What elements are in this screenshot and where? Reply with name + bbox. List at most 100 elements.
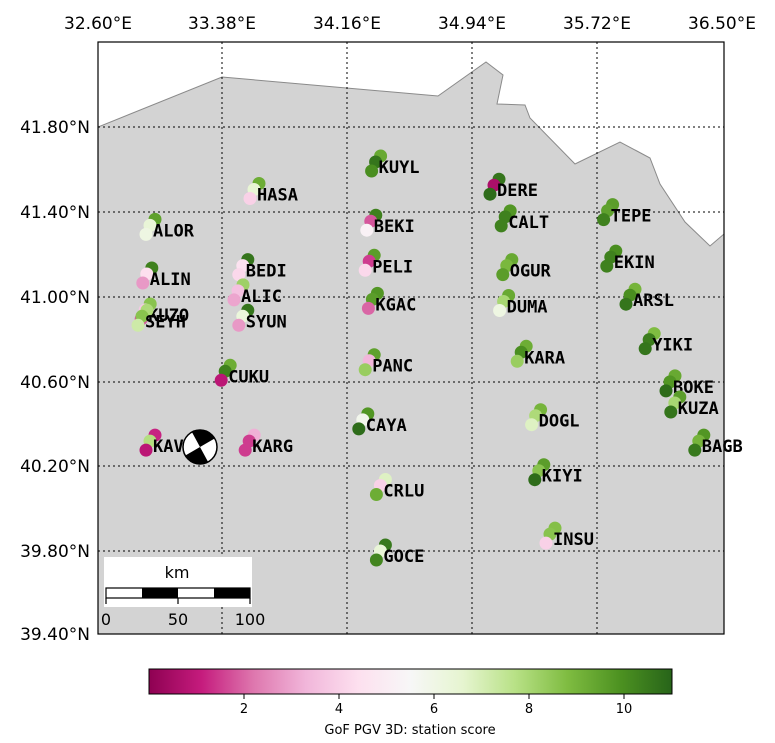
- station-score-marker: [619, 297, 633, 311]
- station-ogur: OGUR: [496, 253, 552, 282]
- station-label: CALT: [508, 213, 549, 233]
- lon-label: 36.50°E: [688, 14, 756, 34]
- station-label: CUKU: [228, 367, 269, 387]
- station-dere: DERE: [483, 172, 538, 201]
- station-score-marker: [638, 342, 652, 356]
- station-label: KGAC: [375, 295, 416, 315]
- station-score-marker: [659, 384, 673, 398]
- colorbar-gradient: [148, 668, 673, 695]
- lon-label: 35.72°E: [563, 14, 631, 34]
- station-ekin: EKIN: [600, 244, 655, 273]
- station-label: KARA: [524, 348, 565, 368]
- station-label: GOCE: [383, 547, 424, 567]
- colorbar-tick-label: 4: [335, 702, 343, 717]
- station-kuyl: KUYL: [365, 149, 420, 178]
- station-label: PELI: [372, 257, 413, 277]
- lat-label: 41.80°N: [20, 118, 90, 138]
- station-tepe: TEPE: [597, 198, 652, 227]
- station-goce: GOCE: [369, 538, 424, 567]
- gridlines: [98, 42, 724, 634]
- station-hasa: HASA: [243, 177, 298, 206]
- station-score-marker: [688, 443, 702, 457]
- station-label: BEDI: [246, 262, 287, 282]
- lat-label: 40.20°N: [20, 457, 90, 477]
- station-label: ARSL: [633, 291, 674, 311]
- station-kgac: KGAC: [361, 286, 416, 315]
- station-score-marker: [243, 192, 257, 205]
- station-caya: CAYA: [352, 407, 407, 436]
- station-label: CRLU: [383, 482, 424, 502]
- colorbar-tick-label: 10: [616, 702, 633, 717]
- station-kara: KARA: [510, 339, 565, 368]
- station-score-marker: [483, 187, 497, 201]
- station-score-marker: [600, 259, 614, 273]
- station-label: ALIN: [150, 270, 191, 290]
- map-frame: [97, 41, 725, 635]
- station-score-marker: [494, 219, 508, 233]
- station-label: DERE: [497, 181, 538, 201]
- event-beachball-icon: [182, 429, 218, 465]
- station-score-marker: [352, 422, 366, 436]
- station-crlu: CRLU: [369, 473, 424, 502]
- station-score-marker: [139, 227, 153, 241]
- station-score-marker: [369, 488, 383, 501]
- lon-label: 33.38°E: [188, 14, 256, 34]
- station-dogl: DOGL: [525, 403, 580, 432]
- lat-label: 39.40°N: [20, 625, 90, 645]
- station-panc: PANC: [358, 348, 413, 377]
- longitude-labels: 32.60°E 33.38°E 34.16°E 34.94°E 35.72°E …: [64, 14, 756, 34]
- station-score-marker: [131, 318, 145, 332]
- station-label: SEYH: [145, 312, 186, 332]
- station-score-marker: [238, 443, 252, 457]
- station-label: KUYL: [379, 158, 420, 178]
- station-beki: BEKI: [360, 208, 415, 237]
- station-peli: PELI: [358, 248, 413, 277]
- station-bagb: BAGB: [688, 428, 743, 457]
- lon-label: 32.60°E: [64, 14, 132, 34]
- station-label: BEKI: [374, 217, 415, 237]
- lat-label: 41.00°N: [20, 288, 90, 308]
- station-label: ALOR: [153, 221, 195, 241]
- station-calt: CALT: [494, 204, 549, 233]
- scale-bar-label: 100: [235, 610, 266, 629]
- station-yiki: YIKI: [638, 327, 693, 356]
- station-syun: SYUN: [232, 303, 287, 332]
- station-kuza: KUZA: [664, 390, 719, 419]
- station-score-marker: [597, 213, 611, 227]
- station-cuku: CUKU: [214, 358, 269, 387]
- station-seyh: SEYH: [131, 303, 186, 332]
- station-alor: ALOR: [139, 212, 195, 241]
- station-score-marker: [358, 363, 372, 377]
- station-label: EKIN: [614, 253, 655, 273]
- station-score-marker: [361, 301, 375, 315]
- station-arsl: ARSL: [619, 282, 674, 311]
- station-duma: DUMA: [493, 289, 548, 318]
- station-label: CAYA: [366, 416, 407, 436]
- station-score-marker: [232, 318, 246, 332]
- station-score-marker: [232, 268, 246, 282]
- station-label: PANC: [372, 357, 413, 377]
- station-score-marker: [360, 223, 374, 237]
- scale-bar-label: 0: [101, 610, 111, 629]
- station-score-marker: [227, 293, 241, 307]
- station-label: DUMA: [507, 298, 548, 318]
- station-bedi: BEDI: [232, 253, 287, 282]
- station-label: TEPE: [611, 207, 652, 227]
- station-score-marker: [493, 304, 507, 317]
- station-label: ALIC: [241, 287, 282, 307]
- station-score-marker: [539, 536, 553, 550]
- station-insu: INSU: [539, 521, 594, 550]
- station-score-marker: [525, 418, 539, 432]
- scale-bar: km 0 50 100: [101, 557, 265, 629]
- stations-layer: HASAALORALINKUZOSEYHBEDIALICSYUNCUKUKAVA…: [131, 149, 743, 567]
- lon-label: 34.94°E: [438, 14, 506, 34]
- station-score-marker: [496, 268, 510, 282]
- station-label: BAGB: [702, 437, 743, 457]
- scale-bar-label: 50: [168, 610, 188, 629]
- station-alin: ALIN: [136, 261, 191, 290]
- lat-label: 40.60°N: [20, 373, 90, 393]
- station-label: KUZA: [678, 399, 719, 419]
- station-score-marker: [136, 276, 150, 290]
- station-label: KUZO: [148, 306, 189, 326]
